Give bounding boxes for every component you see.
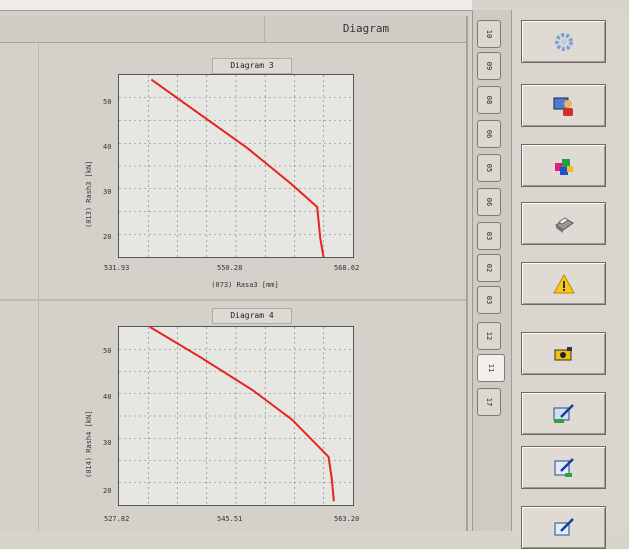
header-title: Diagram xyxy=(342,22,390,35)
tab-label: 09 xyxy=(485,61,493,71)
edit-tool-button[interactable] xyxy=(521,506,606,549)
x-tick-label: 545.51 xyxy=(217,515,243,523)
gear-icon xyxy=(555,33,573,51)
vertical-tab-bar: 10 09 08 06 05 06 03 02 03 12 11 17 xyxy=(472,10,511,531)
series-line xyxy=(150,78,325,257)
y-tick-label: 40 xyxy=(103,143,112,151)
settings-button[interactable] xyxy=(521,20,606,63)
warning-icon xyxy=(553,273,575,294)
chart-plot xyxy=(118,74,354,258)
edit-screen-icon xyxy=(553,404,574,423)
tab-label: 02 xyxy=(485,263,493,273)
x-tick-label: 531.93 xyxy=(104,264,130,272)
y-tick-label: 20 xyxy=(103,487,112,495)
tab-label: 12 xyxy=(485,331,493,341)
modules-button[interactable] xyxy=(521,144,606,187)
y-tick-label: 40 xyxy=(103,393,112,401)
cubes-icon xyxy=(555,159,573,175)
tab-label: 03 xyxy=(485,231,493,241)
y-axis-label: (013) Rash3 [kN] xyxy=(85,160,93,228)
tab[interactable]: 06 xyxy=(477,188,501,216)
edit-document-icon xyxy=(554,458,574,477)
camera-icon xyxy=(554,347,572,361)
tab-active[interactable]: 11 xyxy=(477,354,505,382)
tab-label: 03 xyxy=(485,295,493,305)
tab[interactable]: 09 xyxy=(477,52,501,80)
chart-title: Diagram 3 xyxy=(212,58,292,74)
tab[interactable]: 06 xyxy=(477,120,501,148)
tab[interactable]: 03 xyxy=(477,286,501,314)
user-screen-icon xyxy=(553,97,573,116)
y-tick-label: 50 xyxy=(103,98,112,106)
y-tick-label: 30 xyxy=(103,439,112,447)
horizontal-splitter[interactable] xyxy=(0,299,466,301)
camera-button[interactable] xyxy=(521,332,606,375)
tab-label: 10 xyxy=(485,29,493,39)
tab[interactable]: 08 xyxy=(477,86,501,114)
diagram-header: Diagram xyxy=(0,16,466,43)
tab-label: 11 xyxy=(487,363,495,373)
tab-label: 06 xyxy=(485,129,493,139)
printer-icon xyxy=(555,217,574,233)
header-divider xyxy=(264,16,265,42)
y-tick-label: 30 xyxy=(103,188,112,196)
edit-tool-icon xyxy=(554,518,574,536)
panel-edge xyxy=(466,16,468,531)
tab[interactable]: 10 xyxy=(477,20,501,48)
y-tick-label: 50 xyxy=(103,347,112,355)
top-strip xyxy=(0,0,472,10)
vertical-splitter[interactable] xyxy=(38,43,39,531)
print-button[interactable] xyxy=(521,202,606,245)
user-button[interactable] xyxy=(521,84,606,127)
series-line xyxy=(149,327,335,502)
tab[interactable]: 03 xyxy=(477,222,501,250)
tab-label: 17 xyxy=(485,397,493,407)
chart-plot xyxy=(118,326,354,506)
y-tick-label: 20 xyxy=(103,233,112,241)
x-tick-label: 527.82 xyxy=(104,515,130,523)
edit-document-button[interactable] xyxy=(521,446,606,489)
tab-label: 08 xyxy=(485,95,493,105)
tab[interactable]: 05 xyxy=(477,154,501,182)
tab[interactable]: 12 xyxy=(477,322,501,350)
tab[interactable]: 17 xyxy=(477,388,501,416)
x-tick-label: 563.20 xyxy=(334,515,360,523)
tab-label: 05 xyxy=(485,163,493,173)
x-axis-label: (073) Rasa3 [mm] xyxy=(211,281,279,289)
tool-panel xyxy=(511,10,629,549)
y-axis-label: (014) Rash4 [kN] xyxy=(85,410,93,478)
tab[interactable]: 02 xyxy=(477,254,501,282)
chart-title: Diagram 4 xyxy=(212,308,292,324)
x-tick-label: 550.28 xyxy=(217,264,243,272)
warning-button[interactable] xyxy=(521,262,606,305)
x-tick-label: 568.62 xyxy=(334,264,360,272)
tab-label: 06 xyxy=(485,197,493,207)
edit-screen-button[interactable] xyxy=(521,392,606,435)
